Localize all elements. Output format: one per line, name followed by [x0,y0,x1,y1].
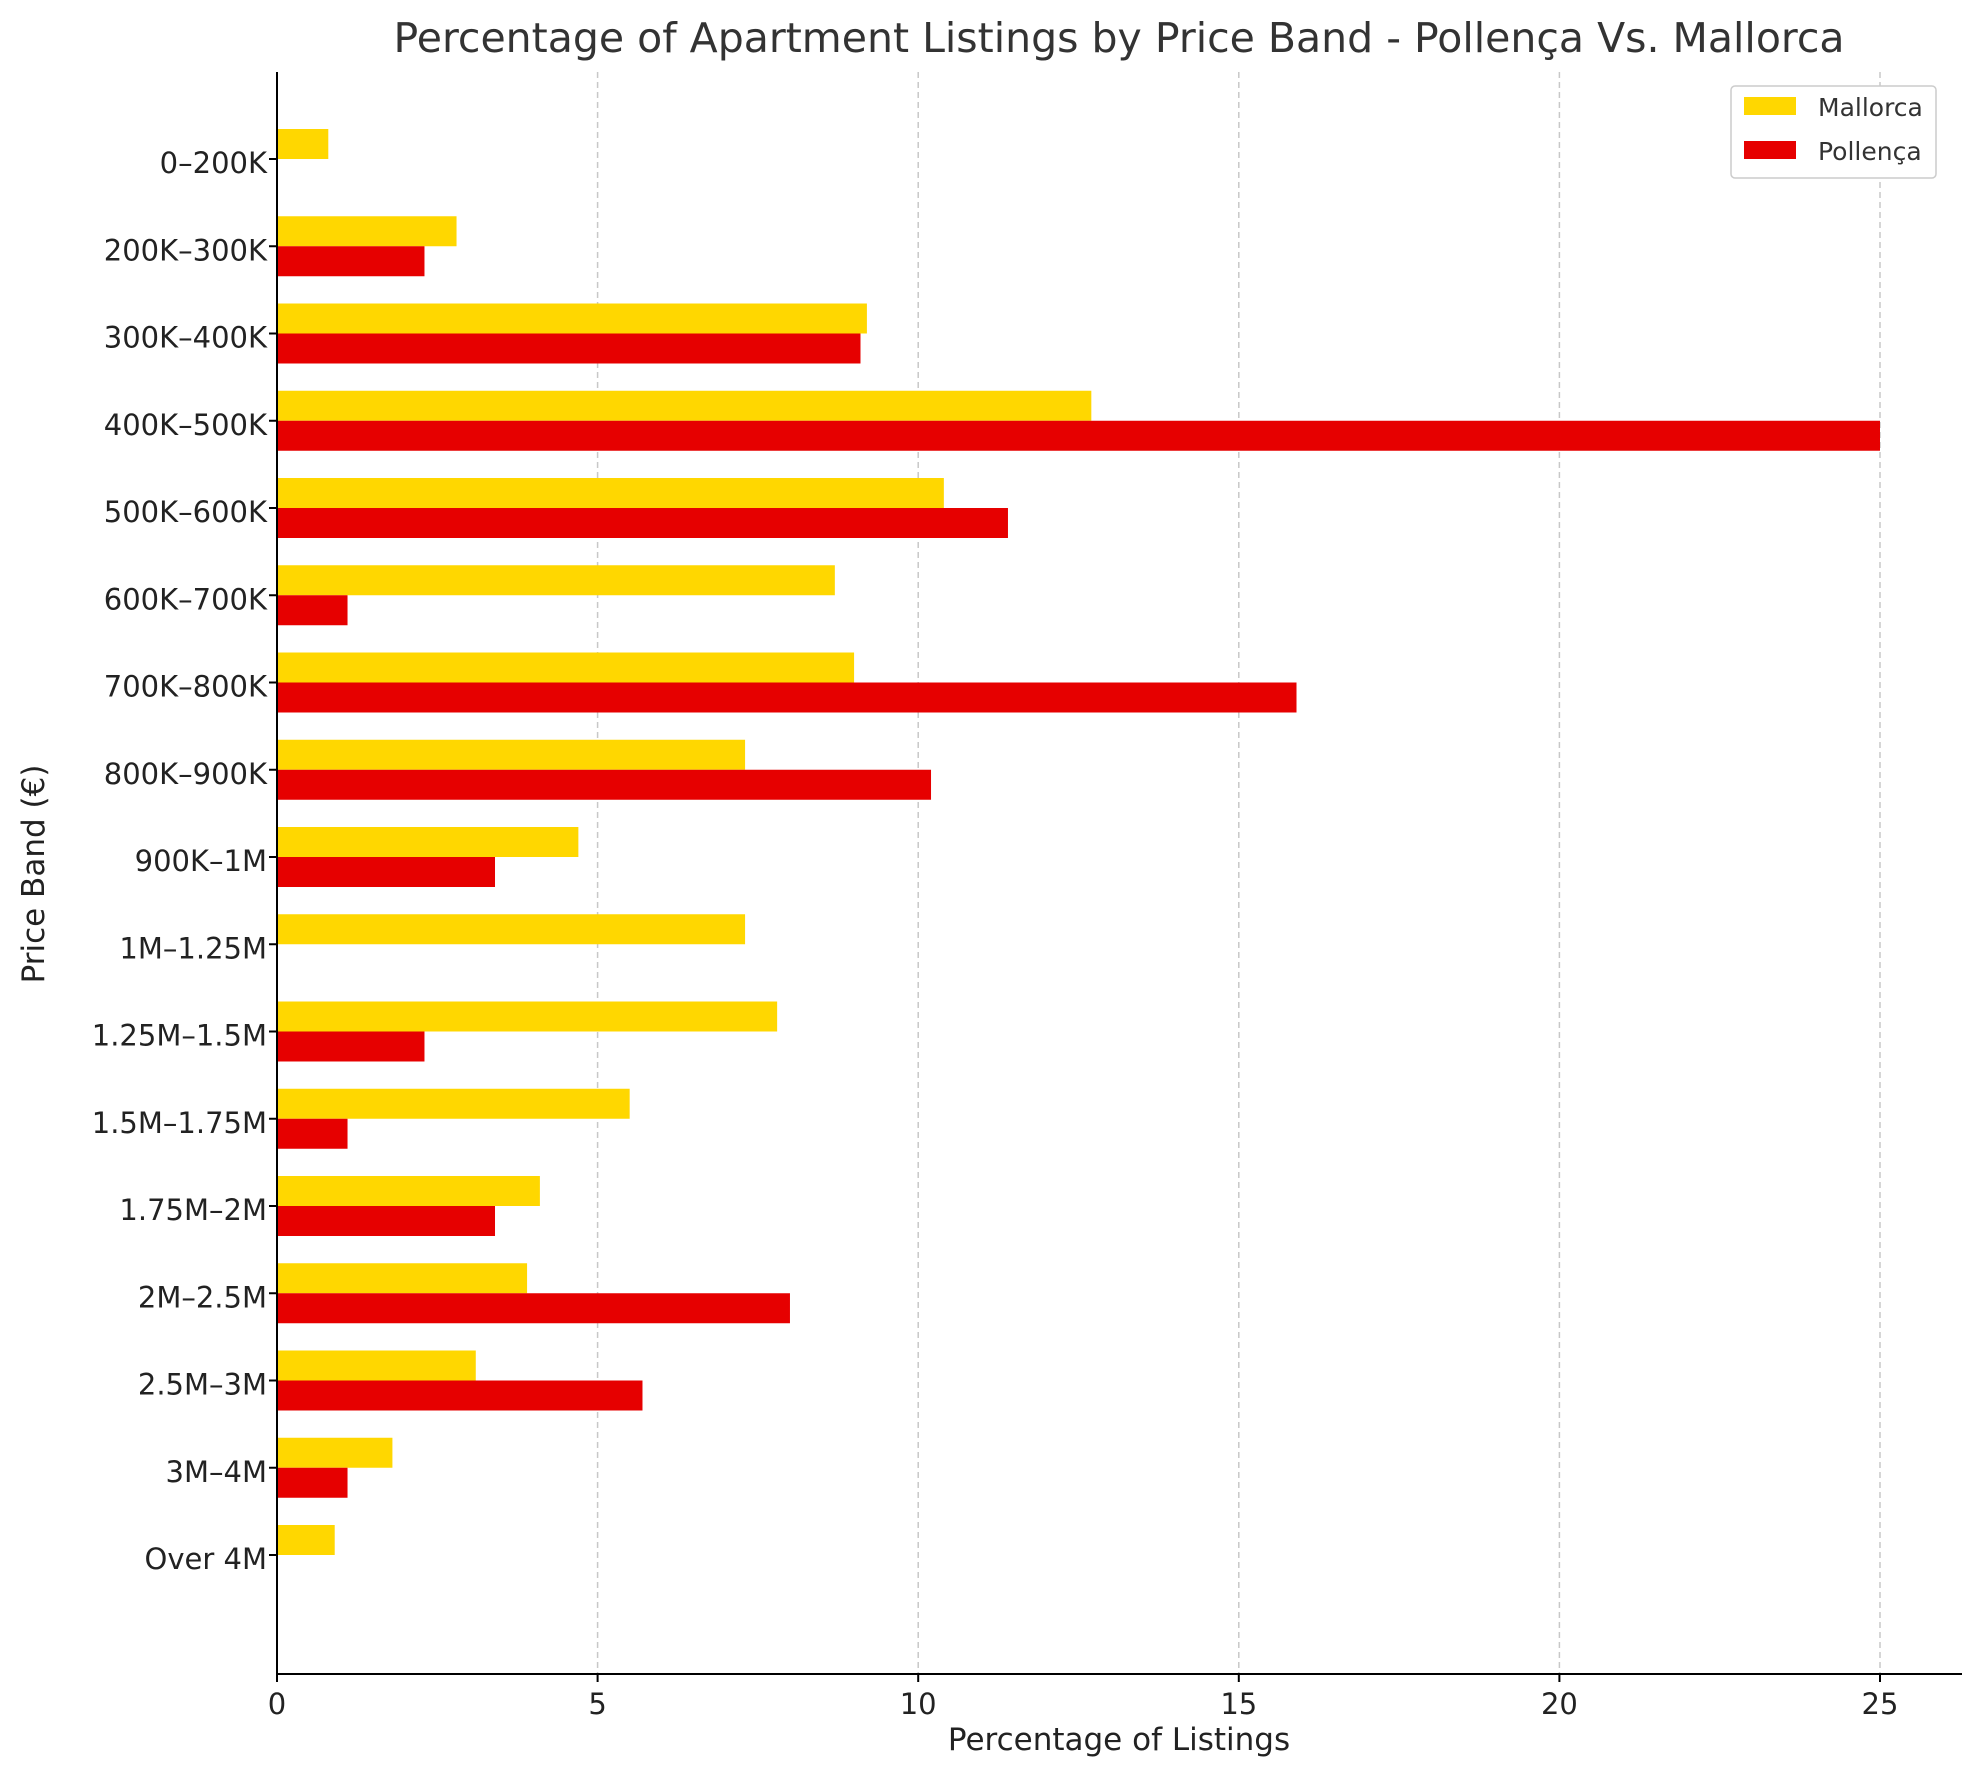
legend-label-mallorca: Mallorca [1818,93,1923,122]
bar-mallorca-400k-500k [277,390,1092,421]
y-tick-label-600k-700k: 600K–700K [104,582,268,616]
bar-mallorca-700k-800k [277,652,855,683]
bar-pollenca-1-5m-1-75m [277,1118,348,1149]
y-tick-label-1m-1-25m: 1M–1.25M [119,931,267,965]
bar-pollenca-400k-500k [277,420,1880,451]
x-tick-label-15: 15 [1220,1687,1257,1721]
chart-title: Percentage of Apartment Listings by Pric… [393,14,1844,62]
bar-mallorca-1-75m-2m [277,1176,540,1206]
bar-pollenca-3m-4m [277,1467,348,1498]
bar-mallorca-1-25m-1-5m [277,1001,778,1032]
x-tick-label-5: 5 [588,1687,606,1721]
bar-mallorca-2m-2-5m [277,1263,528,1294]
bar-mallorca-200k-300k [277,216,457,247]
bar-mallorca-3m-4m [277,1437,393,1468]
bar-pollenca-800k-900k [277,769,932,800]
x-tick-label-20: 20 [1541,1687,1578,1721]
y-tick-label-700k-800k: 700K–800K [104,670,268,704]
bar-mallorca-600k-700k [277,565,835,596]
bar-pollenca-2-5m-3m [277,1380,643,1411]
y-tick-label-2-5m-3m: 2.5M–3M [138,1368,267,1402]
bar-pollenca-1-25m-1-5m [277,1031,425,1062]
legend-swatch-pollenca [1744,141,1796,159]
y-tick-label-900k-1m: 900K–1M [135,844,267,878]
y-tick-label-1-5m-1-75m: 1.5M–1.75M [92,1106,267,1140]
y-tick-label-200k-300k: 200K–300K [104,233,268,267]
y-tick-label-1-75m-2m: 1.75M–2M [119,1193,267,1227]
x-tick-label-10: 10 [900,1687,937,1721]
y-tick-label-300k-400k: 300K–400K [104,321,268,355]
x-axis-label: Percentage of Listings [948,1722,1290,1758]
bar-pollenca-700k-800k [277,682,1297,713]
bar-pollenca-900k-1m [277,857,496,887]
legend: Mallorca Pollença [1730,85,1937,179]
y-tick-label-400k-500k: 400K–500K [104,408,268,442]
legend-label-pollenca: Pollença [1818,137,1922,166]
y-tick-label-over-4m: Over 4M [145,1542,267,1576]
y-tick-label-800k-900k: 800K–900K [104,757,268,791]
bar-mallorca-2-5m-3m [277,1350,476,1381]
bar-mallorca-1-5m-1-75m [277,1088,630,1119]
bar-mallorca-900k-1m [277,827,579,857]
bar-pollenca-300k-400k [277,333,861,364]
x-tick-label-0: 0 [268,1687,286,1721]
y-tick-label-3m-4m: 3M–4M [166,1455,267,1489]
bar-pollenca-200k-300k [277,246,425,277]
y-axis-ticks: 0–200K 200K–300K 300K–400K 400K–500K 500K–60… [92,146,277,1576]
y-axis-label: Price Band (€) [16,765,52,984]
axes-spines [276,72,1962,1675]
y-tick-label-0-200k: 0–200K [160,146,268,180]
bar-mallorca-over-4m [277,1525,335,1555]
y-tick-label-1-25m-1-5m: 1.25M–1.5M [92,1019,267,1053]
x-axis-ticks: 0 5 10 15 20 25 [268,1674,1899,1721]
bar-mallorca-300k-400k [277,303,867,334]
bar-mallorca-800k-900k [277,739,746,770]
bar-mallorca-500k-600k [277,478,944,508]
bar-pollenca-500k-600k [277,508,1008,538]
bar-pollenca-600k-700k [277,595,348,626]
bar-pollenca-1-75m-2m [277,1206,496,1236]
legend-swatch-mallorca [1744,97,1796,115]
y-tick-label-500k-600k: 500K–600K [104,495,268,529]
y-tick-label-2m-2-5m: 2M–2.5M [138,1280,267,1314]
x-tick-label-25: 25 [1862,1687,1899,1721]
bar-pollenca-2m-2-5m [277,1293,790,1324]
bar-mallorca-1m-1-25m [277,914,746,945]
bars [277,129,1880,1555]
bar-mallorca-0-200k [277,129,329,159]
